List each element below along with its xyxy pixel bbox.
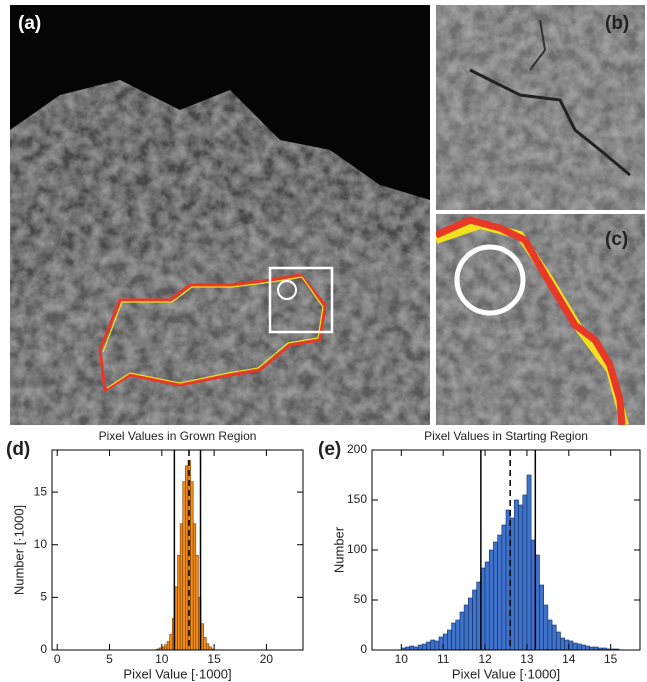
bar [196,555,199,650]
bar [183,482,186,650]
page: {"panel_labels": ["(a)", "(b)", "(c)"], … [0,0,647,682]
bar [473,590,477,650]
bar [489,550,493,650]
bar [167,642,170,650]
bar [527,475,531,650]
y-axis-label: Number [·1000] [11,505,26,595]
panel-label: (c) [605,229,628,250]
bar [426,642,430,650]
bar [443,634,447,650]
x-tick-label: 15 [604,652,618,666]
bar [552,625,556,650]
x-tick-label: 11 [437,652,450,666]
bar [431,640,435,650]
bar [201,624,204,650]
bar [191,482,194,650]
chart-title: Pixel Values in Starting Region [424,429,588,443]
bar [204,637,207,650]
bar [523,495,527,650]
x-tick-label: 10 [395,652,409,666]
bar [410,646,414,650]
bar [577,644,581,650]
bar [573,643,577,650]
bar [418,645,422,650]
bar [540,585,544,650]
y-tick-label: 100 [347,542,367,556]
bar [548,620,552,650]
x-tick-label: 5 [106,652,113,666]
y-tick-label: 0 [360,642,367,656]
panel-label: (a) [18,13,41,34]
bar [569,641,573,650]
bar [180,524,183,650]
x-tick-label: 20 [260,652,274,666]
bar [468,598,472,650]
bar [560,638,564,650]
x-axis-label: Pixel Value [·1000] [123,666,231,681]
bar [456,620,460,650]
y-tick-label: 5 [40,590,47,604]
bar [175,587,178,650]
bar [544,605,548,650]
bar [170,634,173,650]
y-tick-label: 10 [34,537,48,551]
x-tick-label: 15 [207,652,221,666]
figure: (a) (b) (c) 05101520051015Pixel Values i… [0,0,647,682]
bar [193,524,196,650]
bar [586,646,590,650]
bar [460,612,464,650]
panel-label: (d) [6,439,30,460]
bar [502,525,506,650]
bar [422,644,426,650]
y-tick-label: 15 [34,484,48,498]
bar [435,641,439,650]
y-tick-label: 0 [40,642,47,656]
image-a [10,5,430,425]
bar [556,632,560,650]
bar [581,645,585,650]
bar [565,640,569,650]
panel-label: (e) [318,439,341,460]
x-tick-label: 13 [520,652,534,666]
x-tick-label: 0 [54,652,61,666]
bar [514,500,518,650]
x-tick-label: 10 [155,652,169,666]
y-tick-label: 200 [347,442,367,456]
bar [439,637,443,650]
bar [452,623,456,650]
x-tick-label: 12 [478,652,492,666]
chart-title: Pixel Values in Grown Region [99,429,257,443]
y-tick-label: 150 [347,492,367,506]
bar [178,555,181,650]
bar [447,630,451,650]
bar [185,466,188,650]
bar [485,562,489,650]
bar [164,645,167,650]
x-tick-label: 14 [562,652,576,666]
image-b [436,5,645,210]
bar [498,535,502,650]
bar [464,605,468,650]
y-axis-label: Number [331,526,346,573]
bar [206,644,209,650]
panel-label: (b) [605,13,629,34]
x-axis-label: Pixel Value [·1000] [452,666,560,681]
bar [519,505,523,650]
bar [493,542,497,650]
y-tick-label: 50 [354,592,368,606]
